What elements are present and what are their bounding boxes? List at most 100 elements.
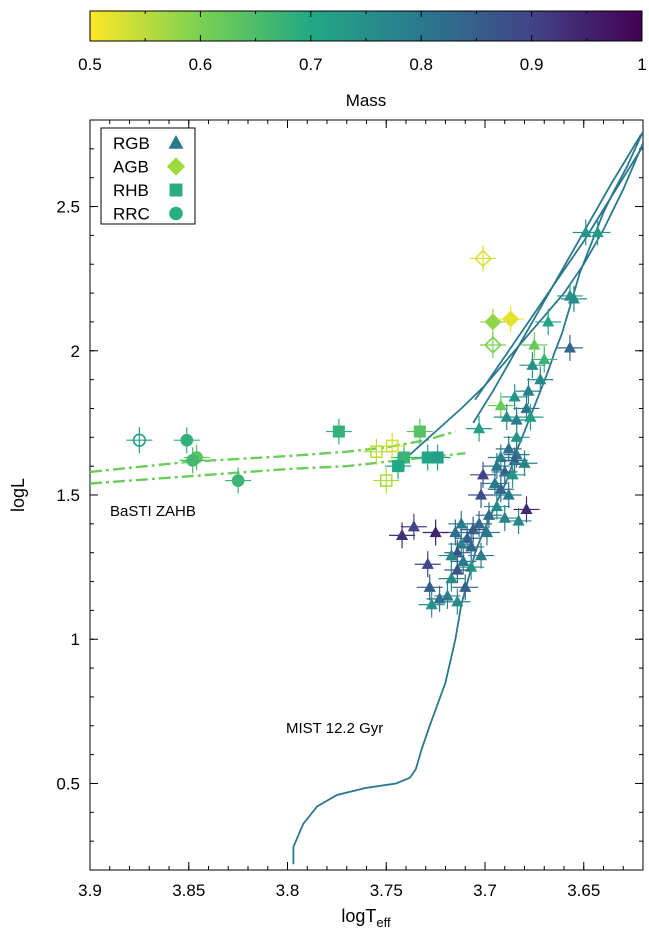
colorbar-tick-label: 1: [637, 55, 646, 74]
x-axis-label: logTeff: [341, 906, 391, 930]
rrc-point: [180, 433, 194, 447]
rgb-point: [445, 549, 458, 561]
rgb-point: [455, 537, 468, 549]
rhb-point: [385, 439, 399, 453]
rgb-point: [474, 488, 488, 500]
rgb-point: [474, 549, 488, 561]
rhb-point: [413, 425, 426, 438]
rgb-point: [473, 422, 486, 434]
x-tick-label: 3.65: [567, 881, 600, 900]
y-tick-label: 1: [71, 630, 80, 649]
y-tick-label: 1.5: [56, 486, 80, 505]
rgb-point: [528, 338, 541, 350]
rgb-point: [488, 476, 501, 489]
rgb-point: [465, 560, 478, 572]
rgb-point: [445, 572, 458, 584]
x-tick-label: 3.7: [473, 881, 497, 900]
rgb-point: [502, 488, 515, 500]
rgb-point: [423, 580, 436, 592]
legend-marker-rrc: [169, 206, 183, 221]
rgb-point: [524, 410, 537, 422]
rgb-point: [579, 225, 592, 238]
x-tick-label: 3.85: [172, 881, 205, 900]
rgb-point: [538, 352, 551, 365]
rhb-point: [332, 425, 345, 438]
rrc-point: [231, 474, 245, 487]
x-tick-label: 3.9: [78, 881, 102, 900]
rgb-point: [425, 598, 438, 610]
rgb-point: [494, 399, 507, 411]
legend-marker-rgb: [168, 134, 184, 149]
rgb-point: [498, 511, 511, 523]
rgb-point: [510, 430, 523, 442]
legend-label-rrc: RRC: [113, 205, 150, 224]
rgb-point: [522, 384, 535, 396]
rgb-point: [451, 595, 464, 607]
rgb-point: [467, 523, 480, 535]
rgb-point: [449, 525, 462, 538]
isochrone-agb: [409, 142, 643, 456]
colorbar-tick-label: 0.8: [409, 55, 433, 74]
axis-ticks: 3.9 3.85 3.8 3.75 3.7 3.65 0.5 1 1.5 2 2.5: [56, 120, 644, 900]
rgb-point: [542, 315, 555, 327]
rgb-point: [520, 502, 533, 515]
colorbar-label: Mass: [346, 91, 387, 110]
rhb-point: [392, 460, 405, 473]
legend-marker-rhb: [169, 183, 183, 197]
rgb-point: [508, 390, 521, 402]
annotation-basti-zahb: BaSTI ZAHB: [110, 503, 196, 520]
rgb-point: [498, 465, 511, 477]
y-axis-label: logL: [8, 478, 28, 512]
y-tick-label: 2: [71, 342, 80, 361]
rgb-point: [563, 341, 576, 353]
rgb-point: [518, 456, 531, 468]
rgb-point: [433, 592, 446, 604]
legend-label-agb: AGB: [113, 158, 149, 177]
isochrone-branch-3: [472, 133, 642, 424]
zahb-track-2: [90, 452, 466, 485]
rgb-point: [465, 540, 478, 552]
agb-point: [484, 313, 502, 331]
rgb-point: [421, 557, 434, 569]
rgb-point: [407, 520, 420, 532]
annotation-mist-isochrone: MIST 12.2 Gyr: [286, 720, 383, 737]
agb-point: [502, 310, 520, 328]
rhb-point: [431, 451, 444, 464]
rgb-point: [451, 546, 464, 558]
rgb-point: [459, 580, 472, 592]
rgb-point: [506, 468, 519, 480]
legend: RGB AGB RHB RRC: [100, 127, 196, 225]
rgb-point: [457, 554, 470, 566]
x-tick-label: 3.8: [276, 881, 300, 900]
isochrone-main: [292, 131, 643, 865]
rgb-point: [591, 225, 604, 238]
rgb-point: [512, 514, 525, 526]
colorbar-tick-label: 0.9: [520, 55, 544, 74]
rgb-point: [567, 292, 580, 304]
x-tick-label: 3.75: [370, 881, 403, 900]
colorbar-gradient: [89, 10, 643, 42]
rgb-point: [494, 482, 507, 494]
data-points: [126, 219, 611, 618]
agb-point: [483, 336, 502, 354]
agb-point: [474, 249, 492, 268]
rgb-point: [451, 563, 464, 575]
rgb-point: [534, 373, 547, 385]
rgb-point: [526, 358, 539, 370]
rgb-point: [494, 450, 507, 463]
rrc-point: [186, 454, 200, 467]
colorbar-tick-label: 0.5: [78, 55, 102, 74]
legend-label-rgb: RGB: [113, 134, 150, 153]
rgb-point: [482, 508, 496, 520]
rgb-point: [510, 413, 523, 425]
rgb-point: [395, 528, 409, 541]
rgb-point: [502, 442, 515, 454]
rrc-point: [132, 433, 147, 447]
legend-label-rhb: RHB: [113, 181, 149, 200]
rgb-point: [476, 468, 490, 480]
y-tick-label: 0.5: [56, 774, 80, 793]
rgb-point: [508, 453, 521, 466]
rhb-point: [370, 445, 383, 459]
rgb-point: [490, 499, 503, 512]
